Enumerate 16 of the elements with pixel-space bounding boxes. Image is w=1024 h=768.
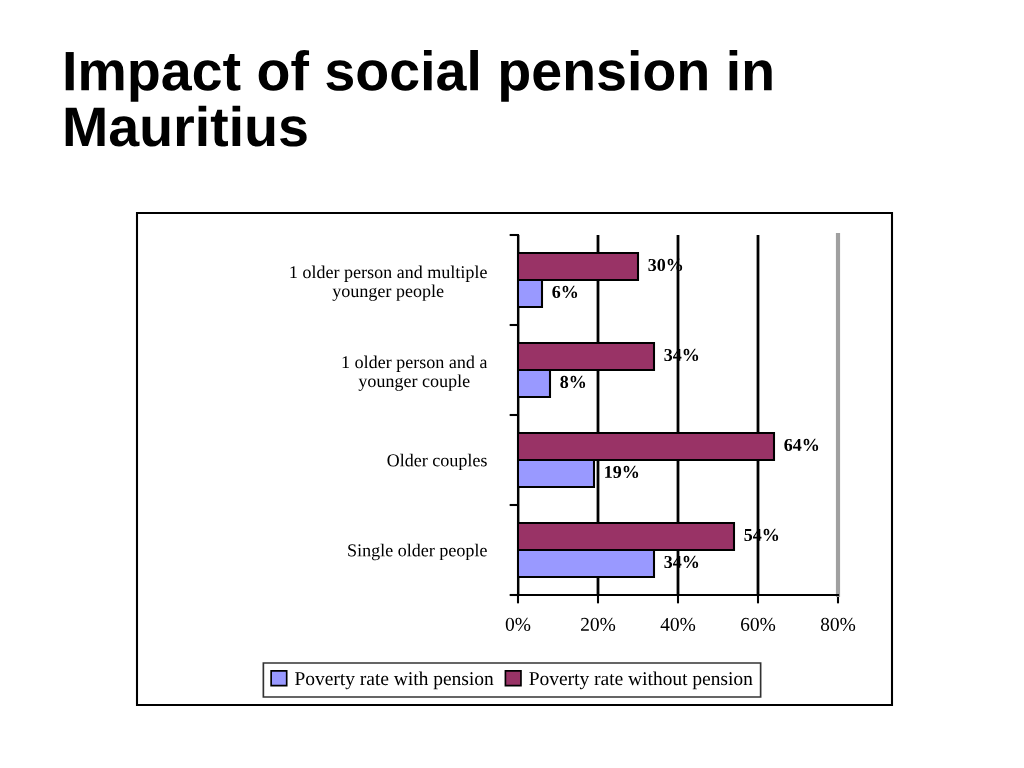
data-label: 6%: [552, 285, 578, 299]
data-label: 19%: [605, 465, 639, 479]
y-tick-label: 1 older person and a younger couple: [342, 355, 488, 391]
y-tick-label: Older couples: [387, 453, 487, 471]
x-tick-label: 40%: [660, 617, 696, 631]
data-label: 64%: [784, 438, 819, 452]
x-tick-label: 20%: [581, 617, 616, 631]
x-tick-label: 80%: [820, 617, 856, 631]
chart-title: Impact of social pension in Mauritius: [65, 50, 772, 147]
y-tick-label: Single older people: [348, 543, 487, 561]
data-label: 8%: [560, 375, 586, 389]
y-tick-label: 1 older person and multiple younger people: [290, 265, 487, 301]
x-tick-label: 60%: [741, 617, 776, 631]
x-tick-label: 0%: [505, 617, 531, 631]
legend-label: Poverty rate without pension: [529, 671, 753, 690]
legend-label: Poverty rate with pension: [295, 671, 494, 690]
